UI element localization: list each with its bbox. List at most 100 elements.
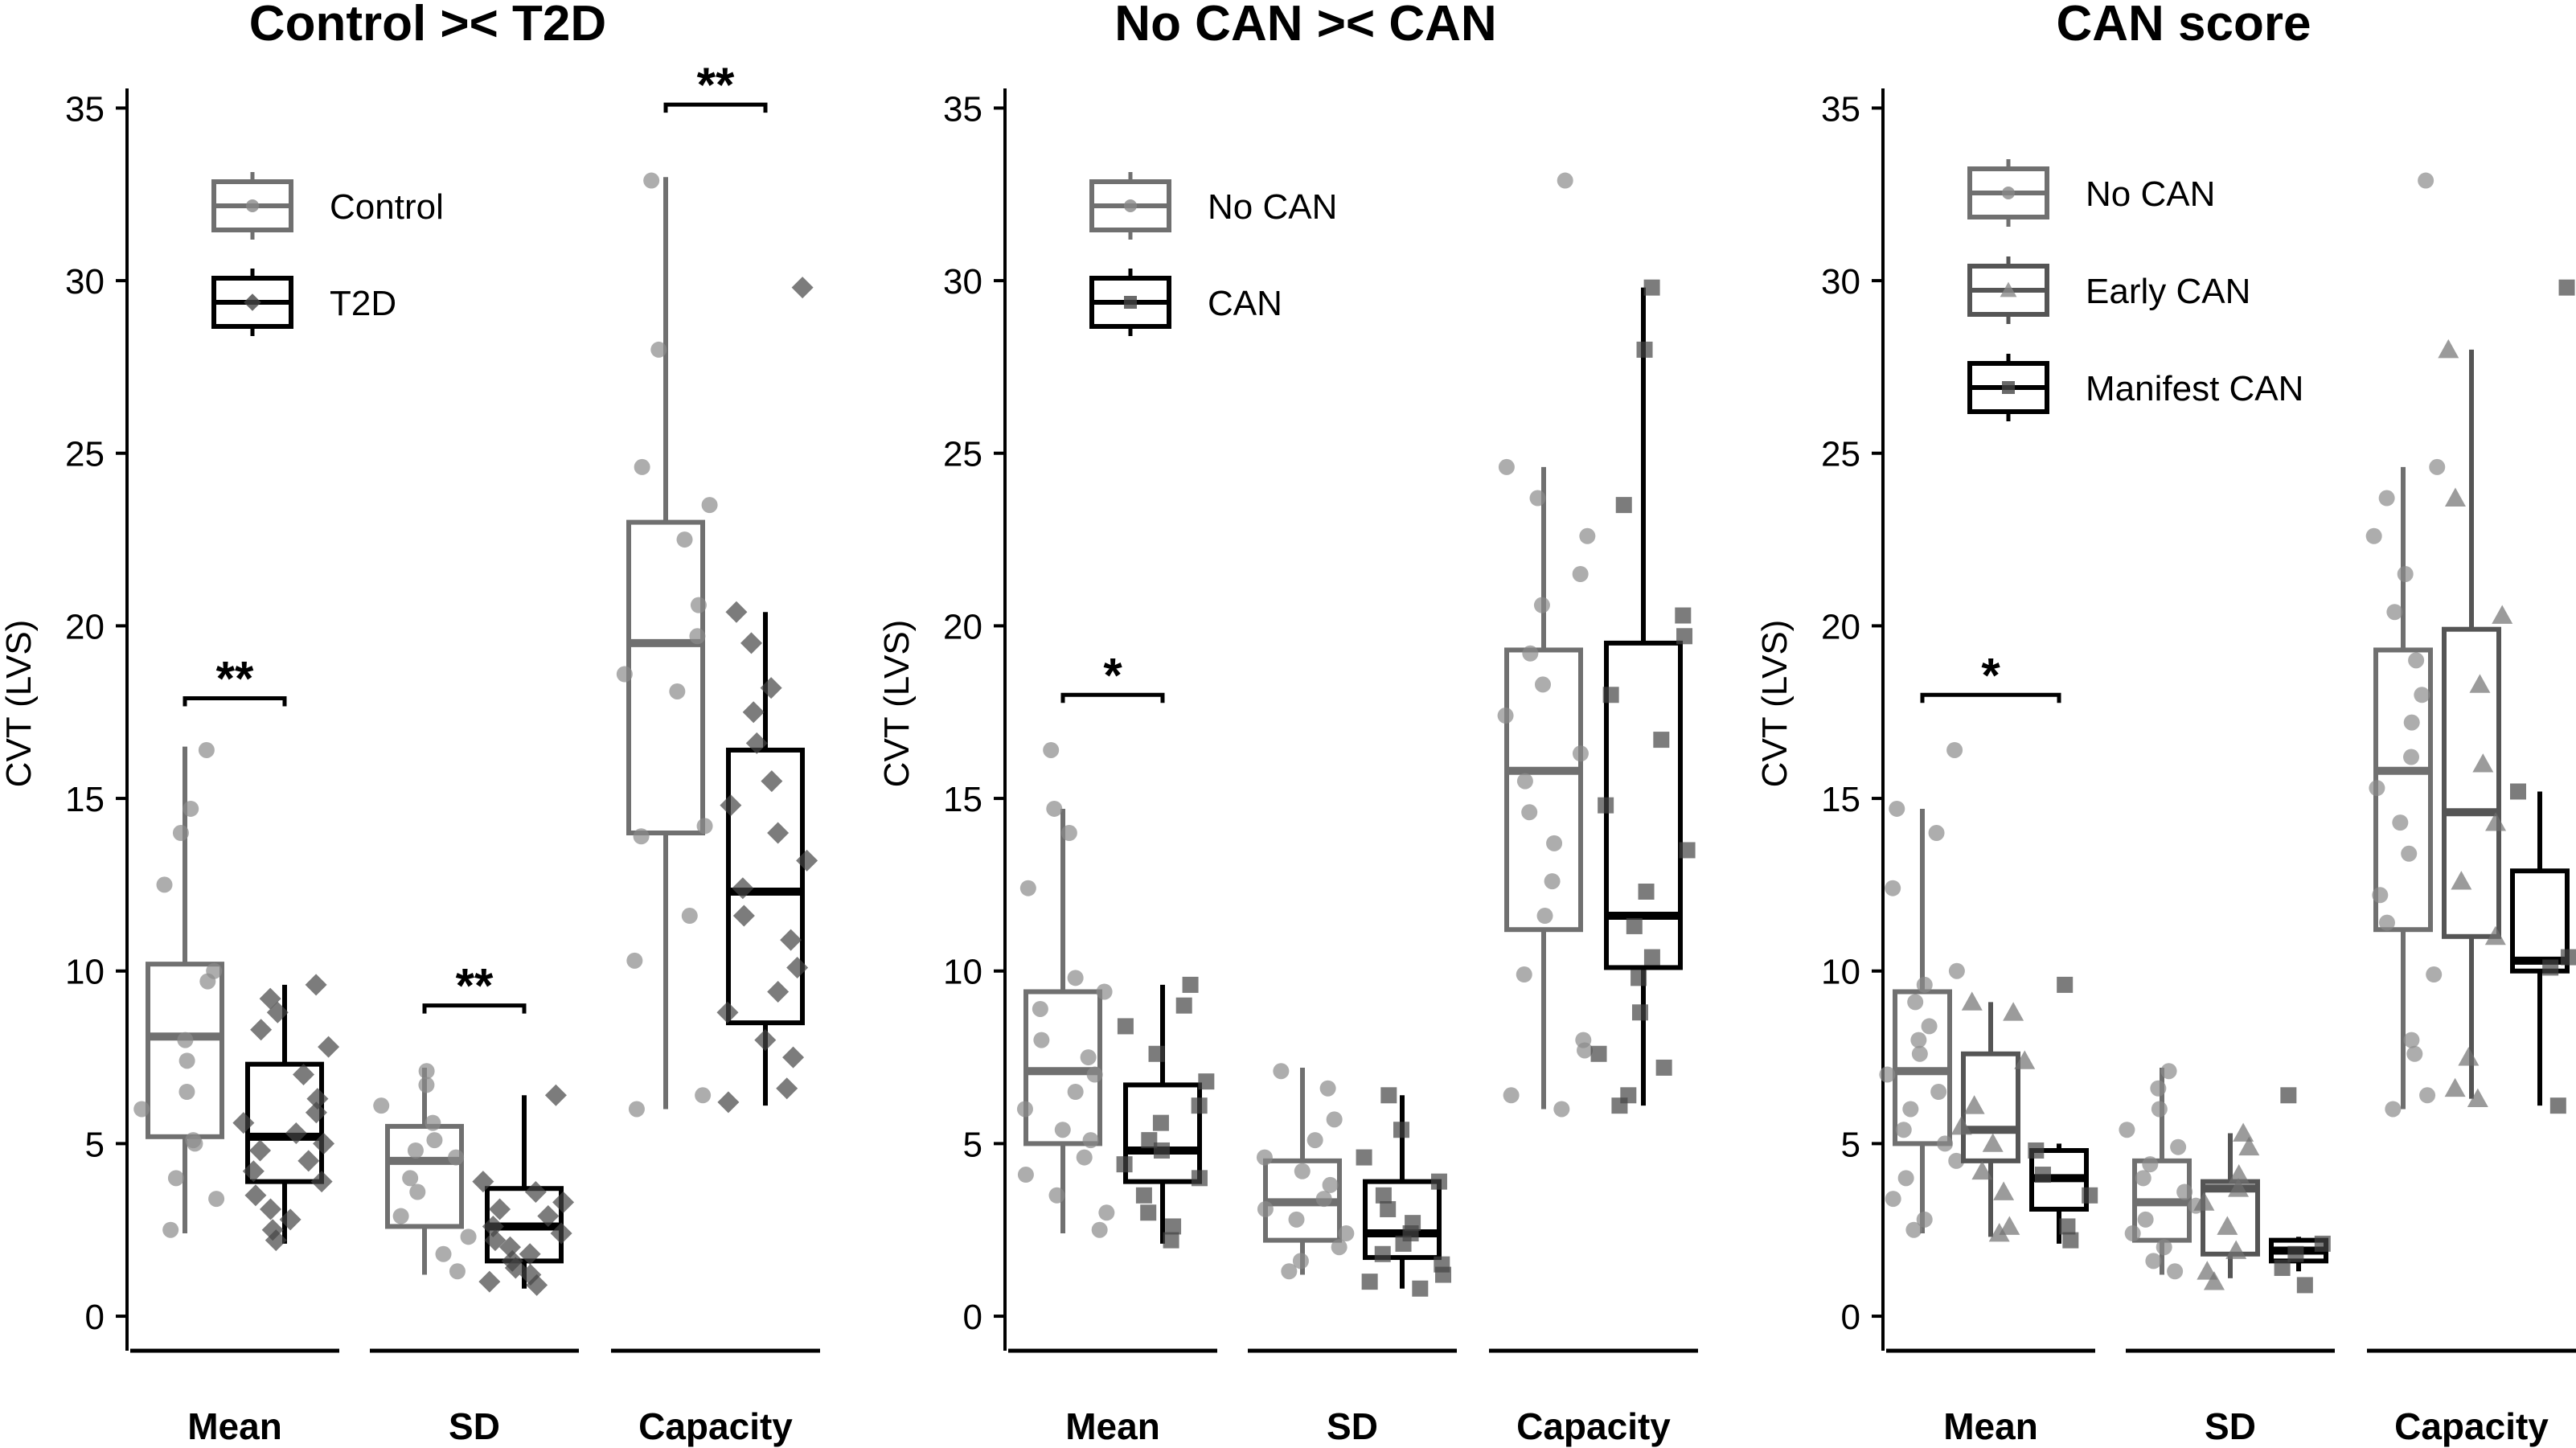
y-tick-label: 35 — [943, 89, 982, 129]
data-point — [409, 1183, 426, 1200]
data-point — [701, 497, 718, 514]
box-manifest-can-capacity — [2510, 279, 2576, 1114]
data-point — [1033, 1032, 1050, 1048]
data-point — [1653, 732, 1670, 749]
data-point — [318, 1036, 340, 1058]
box-t2d-capacity — [716, 277, 818, 1114]
data-point — [2119, 1122, 2135, 1138]
data-point — [1521, 804, 1538, 821]
y-axis-label: CVT (LVS) — [877, 620, 917, 788]
data-point — [669, 683, 686, 699]
data-point — [1572, 745, 1589, 762]
data-point — [2228, 1178, 2250, 1197]
data-point — [2238, 1136, 2260, 1156]
legend-marker — [2002, 187, 2015, 199]
box-no-can-capacity — [1497, 172, 1596, 1118]
y-tick-label: 0 — [1841, 1298, 1860, 1337]
data-point — [2280, 1087, 2297, 1104]
data-point — [1631, 1004, 1648, 1021]
data-point — [1536, 908, 1553, 925]
significance-bracket — [183, 696, 287, 707]
data-point — [2003, 1002, 2024, 1021]
data-point — [2193, 1192, 2215, 1211]
data-point — [208, 1191, 225, 1208]
significance-capacity: ** — [663, 58, 768, 113]
box-iqr — [385, 1123, 464, 1229]
legend-marker — [246, 199, 259, 212]
data-point — [1546, 835, 1563, 851]
data-point — [2401, 845, 2418, 862]
data-point — [2170, 1138, 2187, 1155]
data-point — [2135, 1170, 2151, 1187]
legend-item: CAN — [1089, 269, 1282, 336]
data-point — [313, 1132, 335, 1155]
data-point — [478, 1270, 501, 1293]
data-point — [482, 1215, 504, 1237]
data-point — [676, 531, 693, 548]
box-can-capacity — [1590, 279, 1696, 1114]
data-point — [2156, 1239, 2172, 1256]
legend-label: CAN — [1208, 284, 1282, 323]
box-iqr — [2442, 626, 2501, 939]
legend-marker — [1124, 296, 1137, 309]
data-point — [305, 1101, 327, 1124]
significance-bracket — [1060, 692, 1165, 703]
data-point — [690, 597, 707, 613]
data-point — [696, 818, 713, 835]
data-point — [643, 172, 660, 189]
data-point — [650, 341, 667, 358]
data-point — [1060, 825, 1077, 841]
data-point — [1117, 1018, 1134, 1035]
data-point — [1916, 1211, 1933, 1228]
data-point — [178, 1052, 195, 1069]
data-point — [628, 1101, 645, 1118]
data-point — [634, 458, 650, 475]
y-tick-label: 30 — [1821, 262, 1860, 301]
data-point — [681, 908, 698, 925]
data-point — [2429, 458, 2446, 475]
data-point — [1895, 1122, 1912, 1138]
data-point — [1153, 1142, 1170, 1159]
data-point — [526, 1274, 548, 1296]
legend-item: Manifest CAN — [1967, 354, 2303, 421]
legend-marker — [1124, 199, 1137, 212]
data-point — [2378, 490, 2395, 507]
data-point — [2372, 887, 2389, 904]
data-point — [244, 1184, 267, 1207]
data-point — [1163, 1232, 1179, 1249]
data-point — [373, 1097, 390, 1114]
data-point — [1516, 966, 1532, 983]
significance-mean: ** — [183, 652, 287, 707]
y-tick-label: 0 — [85, 1298, 105, 1337]
data-point — [1019, 880, 1036, 896]
data-point — [2492, 605, 2513, 624]
data-point — [1516, 773, 1533, 790]
data-point — [782, 1046, 805, 1069]
data-point — [2408, 652, 2425, 669]
data-point — [2458, 1047, 2480, 1066]
data-point — [2485, 812, 2507, 831]
data-point — [1897, 1170, 1914, 1187]
data-point — [745, 732, 768, 754]
data-point — [1412, 1280, 1429, 1297]
data-point — [2403, 749, 2420, 765]
y-tick-label: 35 — [1821, 89, 1860, 129]
data-point — [265, 1229, 287, 1252]
data-point — [717, 1091, 740, 1114]
data-point — [1315, 1191, 1332, 1208]
data-point — [1626, 917, 1643, 934]
y-tick-label: 15 — [943, 780, 982, 819]
data-point — [1889, 800, 1905, 817]
data-point — [167, 1170, 184, 1187]
data-point — [1148, 1045, 1165, 1062]
data-point — [1679, 842, 1696, 859]
data-point — [1948, 962, 1965, 979]
data-point — [2124, 1225, 2141, 1242]
data-point — [2160, 1063, 2177, 1080]
data-point — [1067, 970, 1084, 987]
data-point — [2028, 1142, 2045, 1159]
data-point — [1611, 1097, 1628, 1114]
y-tick-label: 5 — [963, 1125, 982, 1164]
data-point — [1590, 1045, 1607, 1062]
data-point — [2403, 714, 2420, 731]
